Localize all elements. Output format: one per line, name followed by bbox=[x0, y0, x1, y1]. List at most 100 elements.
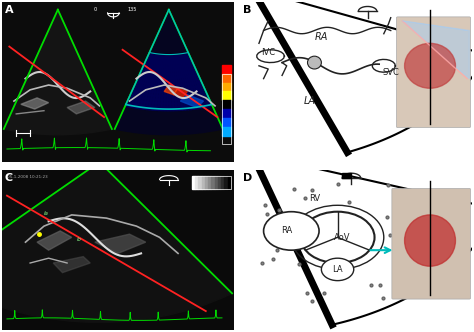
Polygon shape bbox=[149, 62, 152, 65]
Polygon shape bbox=[189, 99, 193, 102]
Polygon shape bbox=[191, 68, 195, 72]
Polygon shape bbox=[155, 85, 158, 88]
Polygon shape bbox=[150, 103, 153, 106]
Polygon shape bbox=[155, 55, 157, 58]
Polygon shape bbox=[162, 56, 164, 59]
Polygon shape bbox=[179, 63, 182, 66]
Polygon shape bbox=[173, 67, 175, 70]
Polygon shape bbox=[184, 88, 188, 92]
Polygon shape bbox=[168, 85, 170, 89]
Polygon shape bbox=[157, 67, 159, 70]
Polygon shape bbox=[135, 94, 139, 97]
Polygon shape bbox=[146, 84, 149, 87]
Polygon shape bbox=[170, 93, 173, 96]
Polygon shape bbox=[228, 176, 231, 189]
Polygon shape bbox=[134, 97, 137, 101]
Polygon shape bbox=[185, 107, 189, 110]
Polygon shape bbox=[139, 90, 143, 94]
Polygon shape bbox=[152, 70, 155, 73]
Wedge shape bbox=[0, 162, 232, 322]
Polygon shape bbox=[144, 84, 147, 87]
Polygon shape bbox=[202, 104, 207, 108]
Polygon shape bbox=[171, 56, 173, 59]
Polygon shape bbox=[192, 64, 195, 68]
Polygon shape bbox=[182, 55, 184, 58]
Polygon shape bbox=[154, 59, 156, 62]
Polygon shape bbox=[187, 62, 190, 65]
Polygon shape bbox=[164, 100, 167, 103]
Polygon shape bbox=[182, 92, 186, 96]
Polygon shape bbox=[155, 107, 158, 111]
Polygon shape bbox=[164, 67, 166, 70]
Polygon shape bbox=[146, 95, 149, 99]
Polygon shape bbox=[138, 102, 142, 105]
Polygon shape bbox=[183, 55, 186, 58]
Polygon shape bbox=[195, 90, 199, 94]
Polygon shape bbox=[193, 102, 197, 106]
Polygon shape bbox=[199, 101, 202, 105]
Polygon shape bbox=[165, 89, 168, 92]
Text: LA: LA bbox=[304, 96, 316, 106]
Polygon shape bbox=[151, 62, 154, 66]
Polygon shape bbox=[177, 67, 179, 70]
Polygon shape bbox=[199, 176, 201, 189]
Polygon shape bbox=[136, 86, 139, 90]
Polygon shape bbox=[176, 78, 179, 81]
Polygon shape bbox=[187, 65, 190, 69]
Polygon shape bbox=[147, 80, 150, 84]
Polygon shape bbox=[170, 89, 173, 92]
Polygon shape bbox=[199, 86, 202, 90]
Polygon shape bbox=[173, 107, 176, 111]
Polygon shape bbox=[140, 94, 144, 98]
Polygon shape bbox=[142, 91, 145, 94]
Polygon shape bbox=[166, 56, 168, 59]
Text: 05-1-2008 10:21:23: 05-1-2008 10:21:23 bbox=[7, 175, 48, 179]
Polygon shape bbox=[168, 56, 170, 59]
Polygon shape bbox=[173, 56, 174, 59]
Polygon shape bbox=[37, 231, 72, 250]
Polygon shape bbox=[141, 68, 144, 71]
Polygon shape bbox=[183, 66, 186, 69]
Polygon shape bbox=[162, 71, 164, 74]
Polygon shape bbox=[170, 67, 172, 70]
Polygon shape bbox=[186, 54, 189, 58]
Polygon shape bbox=[166, 60, 168, 63]
Polygon shape bbox=[188, 76, 191, 80]
Polygon shape bbox=[145, 69, 148, 72]
Polygon shape bbox=[252, 0, 474, 152]
Polygon shape bbox=[180, 74, 182, 77]
Polygon shape bbox=[182, 59, 184, 62]
Polygon shape bbox=[171, 63, 173, 67]
Polygon shape bbox=[133, 86, 137, 89]
Polygon shape bbox=[204, 93, 208, 96]
Polygon shape bbox=[173, 93, 175, 96]
Polygon shape bbox=[208, 103, 212, 107]
Polygon shape bbox=[189, 88, 192, 91]
Polygon shape bbox=[159, 100, 162, 103]
Polygon shape bbox=[197, 82, 201, 86]
Polygon shape bbox=[148, 77, 151, 80]
Polygon shape bbox=[200, 82, 203, 86]
Polygon shape bbox=[200, 90, 204, 93]
Polygon shape bbox=[142, 98, 146, 102]
Polygon shape bbox=[67, 101, 95, 114]
Polygon shape bbox=[133, 93, 137, 97]
Polygon shape bbox=[170, 85, 173, 89]
Polygon shape bbox=[160, 59, 162, 63]
Bar bbox=[192, 176, 231, 189]
Polygon shape bbox=[170, 104, 173, 107]
Polygon shape bbox=[402, 21, 469, 79]
Text: C: C bbox=[5, 173, 13, 183]
Polygon shape bbox=[172, 85, 175, 89]
Polygon shape bbox=[137, 90, 140, 94]
Polygon shape bbox=[161, 67, 163, 70]
Polygon shape bbox=[148, 95, 152, 99]
Polygon shape bbox=[180, 66, 182, 70]
Polygon shape bbox=[189, 57, 192, 61]
Polygon shape bbox=[182, 62, 185, 66]
Polygon shape bbox=[190, 80, 192, 84]
Polygon shape bbox=[162, 100, 164, 103]
Text: RV: RV bbox=[309, 194, 320, 204]
Polygon shape bbox=[142, 76, 145, 79]
Polygon shape bbox=[149, 81, 153, 84]
